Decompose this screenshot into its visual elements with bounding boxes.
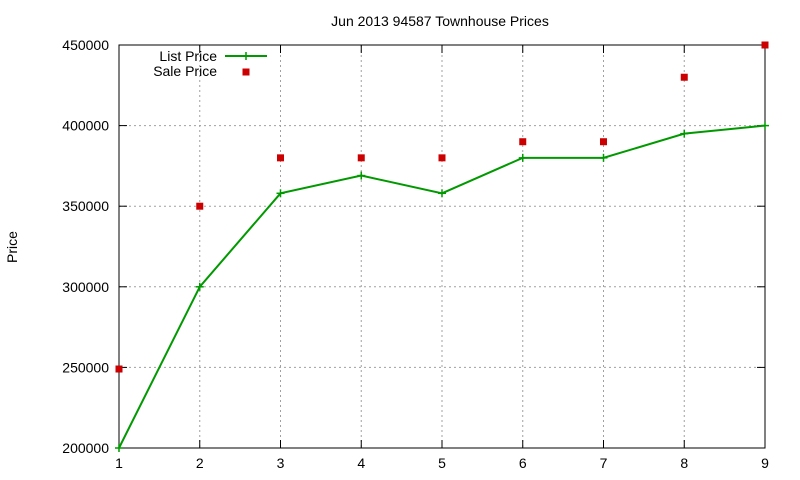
x-tick-label: 3 <box>277 455 285 471</box>
y-tick-label: 350000 <box>62 198 109 214</box>
y-tick-label: 250000 <box>62 359 109 375</box>
list-price-point <box>518 153 527 162</box>
list-price-point <box>438 189 446 198</box>
list-price-point <box>357 171 366 180</box>
y-tick-label: 300000 <box>62 279 109 295</box>
y-tick-label: 400000 <box>62 118 109 134</box>
grid-lines <box>119 45 765 448</box>
sale-price-point <box>438 154 446 162</box>
x-tick-label: 7 <box>600 455 608 471</box>
x-tick-label: 8 <box>680 455 688 471</box>
list-price-point <box>680 129 689 138</box>
sale-price-point <box>196 202 204 210</box>
list-price-point <box>599 153 608 162</box>
axis-ticks: 200000 250000 300000 350000 400000 450000 1 2 3 4… <box>62 37 769 471</box>
list-price-point <box>195 282 204 291</box>
y-axis-label: Price <box>4 231 20 263</box>
sale-price-point <box>277 154 284 162</box>
list-price-point <box>115 444 123 452</box>
list-price-point <box>276 189 285 198</box>
x-tick-label: 6 <box>519 455 527 471</box>
x-tick-label: 2 <box>196 455 204 471</box>
sale-price-point <box>519 138 527 146</box>
sale-price-point <box>761 41 769 49</box>
sale-price-point <box>680 73 688 81</box>
chart-title: Jun 2013 94587 Townhouse Prices <box>331 13 549 29</box>
legend-label-sale-price: Sale Price <box>153 63 217 79</box>
x-tick-label: 9 <box>761 455 769 471</box>
sale-price-point <box>357 154 365 162</box>
sale-price-point <box>115 365 123 373</box>
y-tick-label: 200000 <box>62 440 109 456</box>
y-tick-label: 450000 <box>62 37 109 53</box>
series-layer <box>115 41 769 452</box>
legend-swatch-sale-price <box>242 68 250 76</box>
sale-price-point <box>600 138 607 146</box>
legend-label-list-price: List Price <box>159 48 217 64</box>
list-price-point <box>761 121 769 130</box>
x-tick-label: 5 <box>438 455 446 471</box>
x-tick-label: 1 <box>115 455 123 471</box>
x-tick-label: 4 <box>357 455 365 471</box>
